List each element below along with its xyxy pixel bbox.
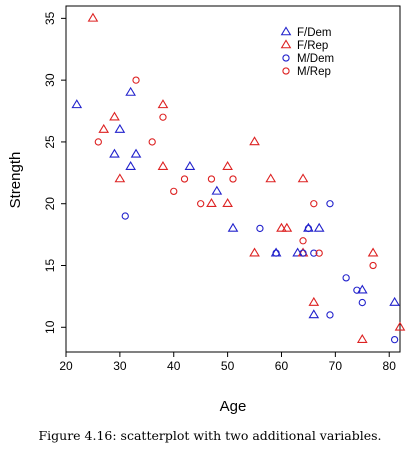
- point-f-rep: [297, 173, 309, 183]
- x-tick-label: 80: [383, 359, 397, 373]
- point-f-rep: [222, 198, 233, 208]
- scatterplot: 20 30 40 50 60 70 80 10 15 20 25 30 35 Age Strength…: [7, 5, 406, 415]
- point-f-dem: [227, 222, 239, 232]
- point-f-dem: [389, 296, 400, 306]
- legend-marker-f-rep: [280, 39, 292, 49]
- point-m-rep: [94, 138, 102, 146]
- point-f-dem: [114, 123, 126, 133]
- point-m-rep: [148, 138, 156, 146]
- x-tick-label: 30: [113, 359, 127, 373]
- point-m-dem: [272, 249, 280, 257]
- point-m-dem: [121, 212, 129, 220]
- point-f-rep: [114, 173, 126, 183]
- point-f-rep: [281, 222, 293, 232]
- point-m-rep: [310, 200, 318, 208]
- point-f-dem: [130, 148, 142, 158]
- x-tick-label: 40: [167, 359, 181, 373]
- point-m-rep: [180, 175, 189, 183]
- y-axis-title: Strength: [7, 152, 24, 209]
- point-m-dem: [256, 224, 264, 233]
- point-f-rep: [222, 160, 233, 170]
- y-axis: 10 15 20 25 30 35: [43, 11, 66, 334]
- x-tick-label: 50: [221, 359, 235, 373]
- figure-caption: Figure 4.16: scatterplot with two additi…: [38, 428, 382, 443]
- data-points: [71, 12, 406, 344]
- y-tick-label: 15: [43, 259, 57, 273]
- point-m-rep: [369, 261, 377, 270]
- point-f-rep: [394, 321, 406, 331]
- point-m-dem: [342, 274, 350, 282]
- point-m-dem: [326, 311, 334, 319]
- point-m-rep: [315, 249, 323, 257]
- y-tick-label: 35: [43, 11, 57, 25]
- point-m-rep: [197, 200, 205, 208]
- point-m-rep: [170, 187, 178, 196]
- point-f-rep: [356, 333, 368, 343]
- legend-label-m-dem: M/Dem: [297, 53, 334, 65]
- legend-label-m-rep: M/Rep: [297, 66, 331, 78]
- x-axis-title: Age: [220, 398, 247, 415]
- point-m-rep: [299, 237, 307, 245]
- point-f-dem: [125, 86, 136, 96]
- point-m-dem: [326, 200, 334, 208]
- x-axis: 20 30 40 50 60 70 80: [59, 352, 396, 373]
- x-tick-label: 60: [275, 359, 289, 373]
- point-f-dem: [71, 99, 83, 109]
- x-tick-label: 20: [59, 359, 73, 373]
- point-f-dem: [109, 148, 120, 158]
- point-f-dem: [211, 185, 223, 195]
- point-f-dem: [184, 160, 196, 170]
- y-tick-label: 30: [43, 73, 57, 87]
- point-f-dem: [308, 309, 320, 319]
- plot-frame: [65, 5, 401, 353]
- point-f-dem: [125, 160, 136, 170]
- legend-marker-m-dem: [282, 54, 290, 62]
- y-tick-label: 20: [43, 197, 57, 211]
- point-m-dem: [390, 335, 399, 344]
- x-tick-label: 70: [329, 359, 343, 373]
- point-f-rep: [98, 123, 110, 133]
- point-m-rep: [207, 175, 216, 183]
- point-f-rep: [265, 173, 277, 183]
- legend-marker-m-rep: [282, 67, 290, 75]
- point-f-dem: [313, 222, 325, 232]
- point-m-dem: [358, 298, 366, 307]
- y-tick-label: 10: [43, 320, 57, 334]
- point-f-rep: [157, 160, 169, 170]
- point-f-rep: [87, 12, 99, 22]
- point-m-rep: [132, 76, 140, 84]
- point-f-rep: [276, 222, 287, 232]
- point-m-dem: [304, 224, 313, 233]
- point-m-dem: [353, 286, 361, 294]
- y-tick-label: 25: [43, 135, 57, 149]
- point-m-dem: [310, 249, 318, 257]
- point-f-rep: [308, 296, 320, 306]
- legend-label-f-dem: F/Dem: [297, 27, 332, 39]
- point-f-rep: [206, 198, 217, 208]
- point-f-rep: [157, 99, 169, 109]
- legend-marker-f-dem: [280, 26, 292, 36]
- point-f-rep: [249, 247, 260, 257]
- point-m-rep: [159, 113, 167, 121]
- point-m-rep: [229, 175, 237, 183]
- point-m-dem: [299, 249, 307, 257]
- point-f-rep: [249, 136, 260, 146]
- legend-label-f-rep: F/Rep: [297, 40, 328, 52]
- point-f-rep: [109, 111, 120, 121]
- point-f-rep: [367, 247, 379, 257]
